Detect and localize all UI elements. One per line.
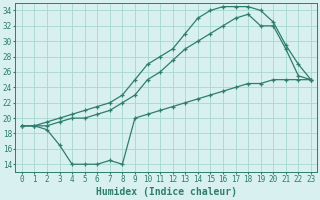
X-axis label: Humidex (Indice chaleur): Humidex (Indice chaleur) — [96, 187, 237, 197]
